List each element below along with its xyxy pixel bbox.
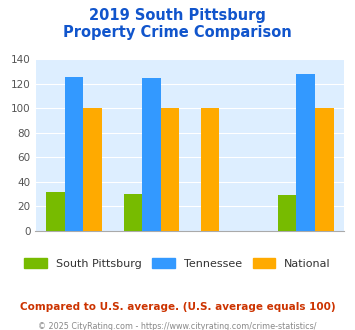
Text: Compared to U.S. average. (U.S. average equals 100): Compared to U.S. average. (U.S. average … (20, 302, 335, 312)
Bar (124, 194, 142, 231)
Bar (296, 74, 315, 231)
Bar (142, 78, 160, 231)
Bar (315, 109, 334, 231)
Bar (65, 77, 83, 231)
Legend: South Pittsburg, Tennessee, National: South Pittsburg, Tennessee, National (20, 254, 335, 273)
Bar (201, 109, 219, 231)
Text: 2019 South Pittsburg: 2019 South Pittsburg (89, 8, 266, 23)
Text: © 2025 CityRating.com - https://www.cityrating.com/crime-statistics/: © 2025 CityRating.com - https://www.city… (38, 322, 317, 330)
Text: Property Crime Comparison: Property Crime Comparison (63, 25, 292, 40)
Bar (278, 195, 296, 231)
Bar (160, 109, 179, 231)
Bar (46, 192, 65, 231)
Bar (83, 109, 102, 231)
